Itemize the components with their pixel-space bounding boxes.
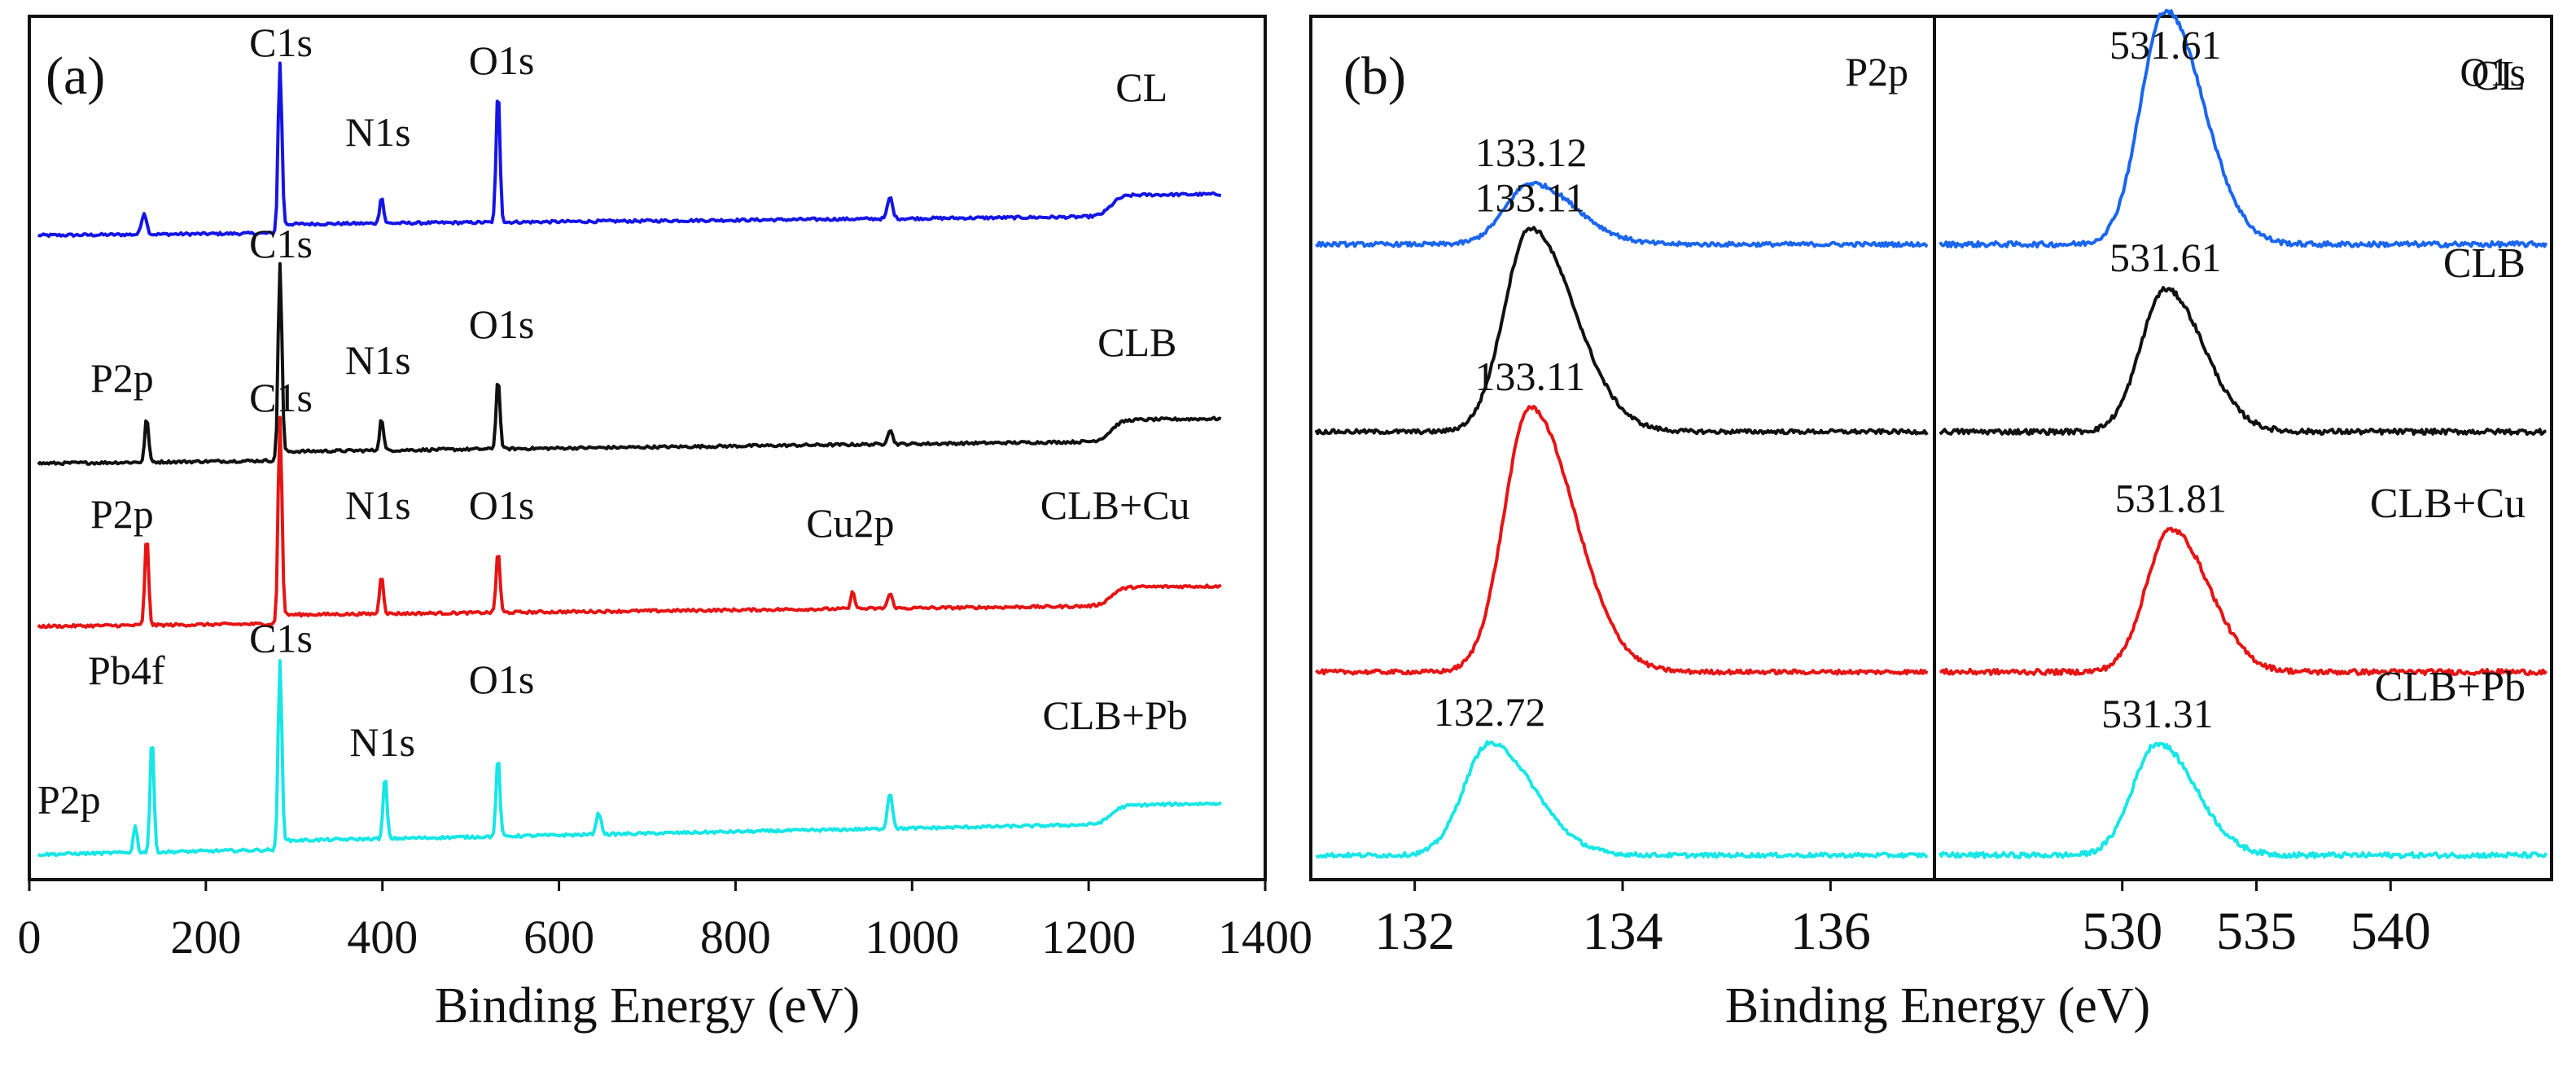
peak-label-p2p-clb-cu: 133.11 [1475, 353, 1586, 399]
tick-label-p2p-136: 136 [1790, 902, 1871, 961]
annotation-a-cl-c1s-0: C1s [249, 20, 313, 65]
tick-label-a-1000: 1000 [865, 911, 959, 964]
annotation-a-clb-cu-clb-cu-5: CLB+Cu [1040, 482, 1190, 528]
series-name-b-clb-pb: CLB+Pb [2375, 664, 2526, 710]
annotation-a-clb-p2p-1: P2p [90, 355, 154, 401]
tick-label-o1s-530: 530 [2082, 902, 2162, 961]
panel-b-o1s: O1s 530 535 540 531.61 CL 531.61 CLB 531.81 CLB+C… [1938, 8, 2548, 961]
tick-label-a-0: 0 [18, 911, 42, 964]
series-a-cl [37, 61, 1221, 238]
series-a-clb-pb [37, 659, 1223, 858]
annotation-a-clb-cu-p2p-1: P2p [90, 491, 154, 537]
annotation-a-clb-pb-pb4f-1: Pb4f [88, 648, 165, 693]
tick-label-o1s-540: 540 [2350, 902, 2431, 961]
tick-label-a-200: 200 [170, 911, 241, 964]
panel-title-p2p: P2p [1845, 49, 1908, 94]
series-o1s-clb [1939, 286, 2547, 437]
tick-label-a-600: 600 [524, 911, 594, 964]
annotation-a-clb-pb-n1s-3: N1s [349, 719, 415, 765]
tick-label-p2p-132: 132 [1374, 902, 1455, 961]
panel-b-frame [1309, 15, 2553, 881]
annotation-a-clb-cu-o1s-3: O1s [469, 482, 535, 528]
tick-label-a-1400: 1400 [1218, 911, 1312, 964]
peak-label-p2p-clb-pb: 132.72 [1434, 689, 1546, 735]
annotation-a-clb-cu-n1s-2: N1s [345, 482, 411, 528]
panel-label-a: (a) [46, 46, 105, 106]
annotation-a-clb-cu-c1s-0: C1s [249, 375, 313, 420]
panel-a-frame [28, 15, 1267, 881]
peak-label-p2p-clb: 133.11 [1475, 174, 1586, 220]
annotation-a-clb-pb-p2p-2: P2p [37, 776, 101, 822]
series-name-b-cl: CL [2472, 53, 2526, 99]
annotation-a-clb-o1s-3: O1s [469, 301, 535, 347]
series-o1s-clb-pb [1938, 741, 2548, 860]
series-p2p-cl [1315, 180, 1929, 248]
series-a-clb-cu [37, 415, 1222, 630]
annotation-a-cl-n1s-1: N1s [345, 109, 411, 155]
panel-title-o1s: O1s [2460, 49, 2526, 94]
series-o1s-cl [1939, 8, 2548, 249]
annotation-a-clb-clb-4: CLB [1097, 319, 1176, 365]
annotation-a-clb-pb-clb-pb-5: CLB+Pb [1043, 692, 1188, 738]
series-p2p-clb-pb [1316, 740, 1928, 859]
tick-label-o1s-535: 535 [2216, 902, 2297, 961]
panel-label-b: (b) [1343, 46, 1406, 106]
tick-label-a-800: 800 [700, 911, 771, 964]
peak-label-o1s-clb-pb: 531.31 [2101, 691, 2214, 736]
tick-label-p2p-134: 134 [1583, 902, 1663, 961]
peak-label-o1s-clb-cu: 531.81 [2115, 476, 2228, 521]
annotation-a-cl-cl-3: CL [1115, 64, 1168, 110]
series-name-b-clb: CLB [2443, 240, 2526, 287]
annotation-a-clb-pb-c1s-0: C1s [249, 615, 313, 661]
annotation-a-clb-pb-o1s-4: O1s [469, 656, 535, 702]
series-p2p-clb-cu [1315, 405, 1929, 676]
panel-a: (a) 0 200 400 600 800 1000 1200 1400 C1s N1s O1s CL C… [18, 20, 1313, 964]
series-name-b-clb-cu: CLB+Cu [2370, 481, 2526, 527]
peak-label-p2p-cl: 133.12 [1475, 130, 1588, 175]
annotation-a-clb-n1s-2: N1s [345, 337, 411, 383]
tick-label-a-400: 400 [347, 911, 418, 964]
series-p2p-clb [1314, 226, 1929, 436]
peak-label-o1s-cl: 531.61 [2109, 22, 2222, 68]
series-o1s-clb-cu [1939, 526, 2548, 677]
annotation-a-cl-o1s-2: O1s [469, 37, 535, 83]
tick-label-a-1200: 1200 [1041, 911, 1136, 964]
peak-label-o1s-clb: 531.61 [2109, 235, 2222, 280]
xlabel-panel-b: Binding Energy (eV) [1725, 978, 2150, 1034]
xlabel-panel-a: Binding Energy (eV) [435, 978, 860, 1034]
series-a-clb [37, 261, 1222, 467]
annotation-a-clb-c1s-0: C1s [249, 221, 313, 266]
annotation-a-clb-cu-cu2p-4: Cu2p [806, 500, 894, 546]
